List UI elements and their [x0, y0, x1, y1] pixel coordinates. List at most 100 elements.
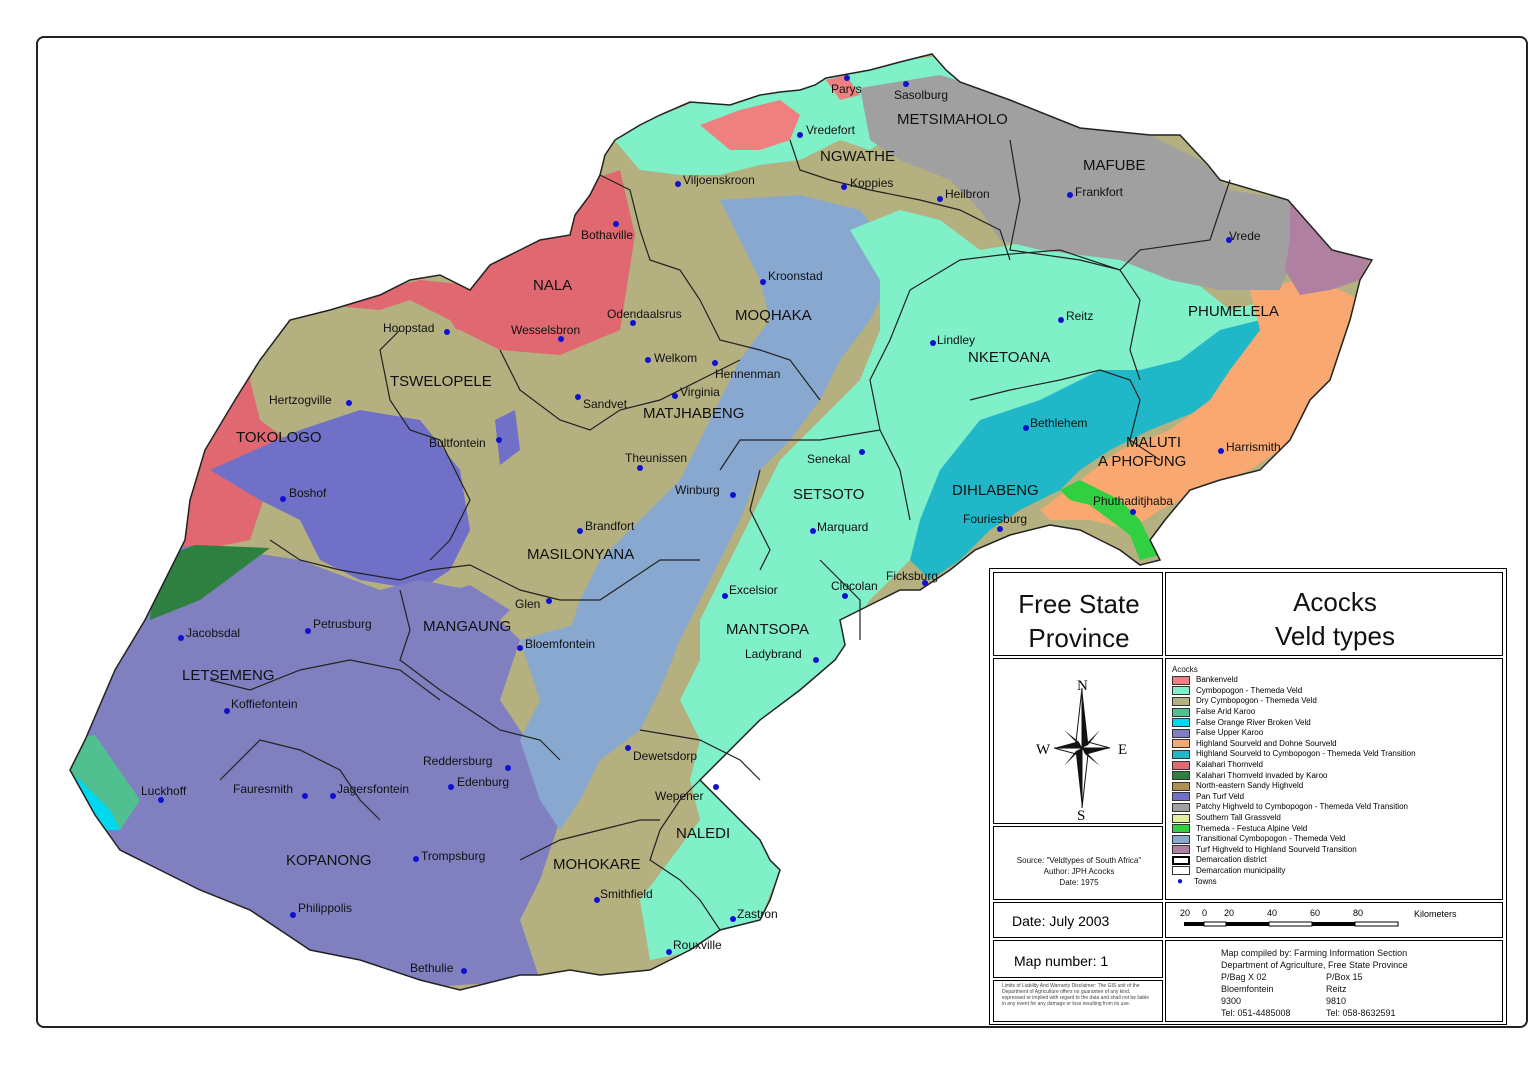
legend-swatch [1172, 728, 1190, 738]
compass-s: S [1077, 808, 1085, 824]
legend-item: Pan Turf Veld [1172, 792, 1502, 803]
town-bloemfontein: Bloemfontein [525, 637, 595, 651]
town-clocolan: Clocolan [831, 579, 878, 593]
legend-item-label: Kalahari Thornveld [1196, 760, 1264, 770]
town-petrusburg: Petrusburg [313, 617, 372, 631]
compass-box: N S E W [993, 658, 1163, 824]
town-dewetsdorp: Dewetsdorp [633, 749, 697, 763]
source-text: Source: "Veldtypes of South Africa" Auth… [994, 855, 1164, 888]
address-col1: P/Bag X 02 Bloemfontein 9300 Tel: 051-44… [1221, 971, 1326, 1019]
legend-boundary-district: Demarcation district [1172, 855, 1502, 866]
muni-mangaung: MANGAUNG [423, 618, 511, 635]
town-ficksburg: Ficksburg [886, 569, 938, 583]
town-viljoenskroon: Viljoenskroon [683, 173, 755, 187]
town-philippolis: Philippolis [298, 901, 352, 915]
legend-swatch [1172, 771, 1190, 781]
legend-item: Dry Cymbopogon - Themeda Veld [1172, 696, 1502, 707]
town-rouxville: Rouxville [673, 938, 722, 952]
town-koppies: Koppies [850, 176, 893, 190]
town-hoopstad: Hoopstad [383, 321, 434, 335]
map-title: Free State Province [994, 587, 1164, 655]
town-heilbron: Heilbron [945, 187, 990, 201]
town-ladybrand: Ladybrand [745, 647, 802, 661]
muni-moqhaka: MOQHAKA [735, 307, 812, 324]
muni-phumelela: PHUMELELA [1188, 303, 1279, 320]
scale-tick-label: 0 [1202, 908, 1208, 918]
map-number-box: Map number: 1 [993, 940, 1163, 978]
town-excelsior: Excelsior [729, 583, 778, 597]
legend-swatch [1172, 696, 1190, 706]
muni-mohokare: MOHOKARE [553, 856, 641, 873]
town-vredefort: Vredefort [806, 123, 856, 137]
muni-dihlabeng: DIHLABENG [952, 482, 1039, 499]
legend-item: Turf Highveld to Highland Sourveld Trans… [1172, 845, 1502, 856]
scale-tick-label: 40 [1267, 908, 1278, 918]
map-subtitle: Acocks Veld types [1166, 585, 1504, 653]
legend-item: False Upper Karoo [1172, 728, 1502, 739]
scale-tick-label: 80 [1353, 908, 1364, 918]
title-box: Free State Province [993, 572, 1163, 656]
legend-item-label: False Orange River Broken Veld [1196, 717, 1311, 727]
legend-swatch [1172, 707, 1190, 717]
muni-aphofung: A PHOFUNG [1098, 453, 1186, 470]
address-1-3: Tel: 051-4485008 [1221, 1008, 1291, 1018]
legend-item: Southern Tall Grassveld [1172, 813, 1502, 824]
town-frankfort: Frankfort [1075, 185, 1124, 199]
address-2-1: Reitz [1326, 984, 1347, 994]
town-sasolburg: Sasolburg [894, 88, 948, 102]
town-harrismith: Harrismith [1226, 440, 1281, 454]
map-info-panel: Free State Province Acocks Veld types N … [989, 568, 1507, 1025]
muni-kopanong: KOPANONG [286, 852, 372, 869]
subtitle-line2: Veld types [1275, 621, 1395, 651]
muni-letsemeng: LETSEMENG [182, 667, 275, 684]
town-glen: Glen [515, 597, 540, 611]
town-hertzogville: Hertzogville [269, 393, 332, 407]
compass-e: E [1118, 742, 1127, 758]
map-number: Map number: 1 [1014, 953, 1109, 969]
subtitle-line1: Acocks [1293, 587, 1377, 617]
title-line1: Free State [1018, 589, 1140, 619]
legend-item-label: Highland Sourveld and Dohne Sourveld [1196, 738, 1337, 748]
legend-box: Acocks Bankenveld Cymbopogon - Themeda Ve… [1165, 658, 1503, 900]
town-brandfort: Brandfort [585, 519, 635, 533]
scale-unit: Kilometers [1414, 909, 1457, 919]
legend-swatch [1172, 686, 1190, 696]
town-edenburg: Edenburg [457, 775, 509, 789]
legend-item: Cymbopogon - Themeda Veld [1172, 686, 1502, 697]
muni-naledi: NALEDI [676, 825, 730, 842]
town-jacobsdal: Jacobsdal [186, 626, 240, 640]
muni-nala: NALA [533, 277, 572, 294]
town-sandvet: Sandvet [583, 397, 628, 411]
source-box: Source: "Veldtypes of South Africa" Auth… [993, 826, 1163, 900]
scale-tick-label: 20 [1224, 908, 1235, 918]
legend-swatch [1172, 813, 1190, 823]
town-theunissen: Theunissen [625, 451, 687, 465]
legend-item-label: Themeda - Festuca Alpine Veld [1196, 823, 1308, 833]
legend-swatch [1172, 781, 1190, 791]
address-2-3: Tel: 058-8632591 [1326, 1008, 1396, 1018]
title-line2: Province [1028, 623, 1130, 653]
municipal-boundaries [69, 53, 1373, 991]
legend-item-label: False Arid Karoo [1196, 707, 1256, 717]
town-welkom: Welkom [654, 351, 697, 365]
town-phuthaditjhaba: Phuthaditjhaba [1093, 494, 1173, 508]
compiled-text: Map compiled by: Farming Information Sec… [1221, 947, 1408, 1019]
town-virginia: Virginia [680, 385, 720, 399]
town-parys: Parys [831, 82, 862, 96]
town-winburg: Winburg [675, 483, 720, 497]
legend-item-label: Pan Turf Veld [1196, 791, 1245, 801]
town-dots [158, 75, 1232, 974]
town-zastron: Zastron [737, 907, 778, 921]
compiled-line2: Department of Agriculture, Free State Pr… [1221, 960, 1408, 970]
legend-swatch [1172, 802, 1190, 812]
scale-box: 20 0 20 40 60 80 Kilometers [1165, 902, 1503, 938]
address-1-1: Bloemfontein [1221, 984, 1274, 994]
muni-metsimaholo: METSIMAHOLO [897, 111, 1008, 128]
legend-item: Transitional Cymbopogon - Themeda Veld [1172, 834, 1502, 845]
legend-item-label: Bankenveld [1196, 675, 1238, 685]
legend-boundary-municipality-label: Demarcation municipality [1196, 865, 1286, 875]
legend-item: False Arid Karoo [1172, 707, 1502, 718]
legend-item-label: Southern Tall Grassveld [1196, 813, 1281, 823]
legend-item-label: Turf Highveld to Highland Sourveld Trans… [1196, 844, 1357, 854]
legend-item: Bankenveld [1172, 675, 1502, 686]
